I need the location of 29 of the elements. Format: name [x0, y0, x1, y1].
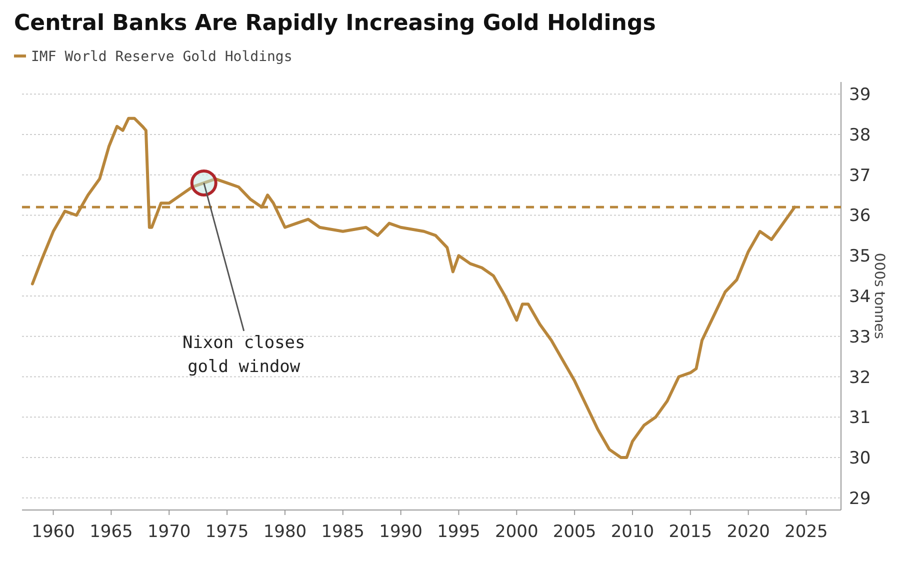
x-tick-label: 2025: [784, 522, 828, 542]
x-tick-label: 1985: [321, 522, 365, 542]
y-tick-label: 37: [849, 166, 871, 186]
y-tick-label: 34: [849, 287, 871, 307]
annotation: Nixon closes gold window: [182, 332, 306, 377]
y-tick-label: 32: [849, 368, 871, 388]
y-axis-title: 000s tonnes: [871, 252, 887, 340]
x-tick-label: 1965: [90, 522, 133, 542]
x-tick-label: 2020: [726, 522, 770, 542]
x-tick-label: 2010: [610, 522, 654, 542]
y-tick-label: 38: [849, 125, 871, 146]
y-tick-label: 36: [849, 206, 871, 226]
x-tick-label: 1980: [263, 522, 307, 542]
x-tick-label: 2000: [495, 522, 538, 542]
y-tick-label: 31: [849, 408, 871, 428]
y-tick-label: 33: [849, 327, 871, 348]
x-tick-label: 1990: [379, 522, 422, 542]
y-tick-label: 30: [849, 448, 871, 469]
y-tick-label: 29: [849, 488, 871, 509]
legend-label: IMF World Reserve Gold Holdings: [31, 49, 292, 65]
x-tick-label: 2005: [552, 522, 596, 542]
x-tick-label: 2015: [668, 522, 712, 542]
x-tick-label: 1970: [147, 522, 191, 542]
x-tick-label: 1975: [205, 522, 249, 542]
x-tick-label: 1960: [32, 522, 75, 542]
y-tick-label: 39: [849, 85, 871, 106]
y-tick-label: 35: [849, 246, 871, 267]
chart-title: Central Banks Are Rapidly Increasing Gold Holdings: [14, 11, 656, 36]
x-tick-label: 1995: [437, 522, 480, 542]
